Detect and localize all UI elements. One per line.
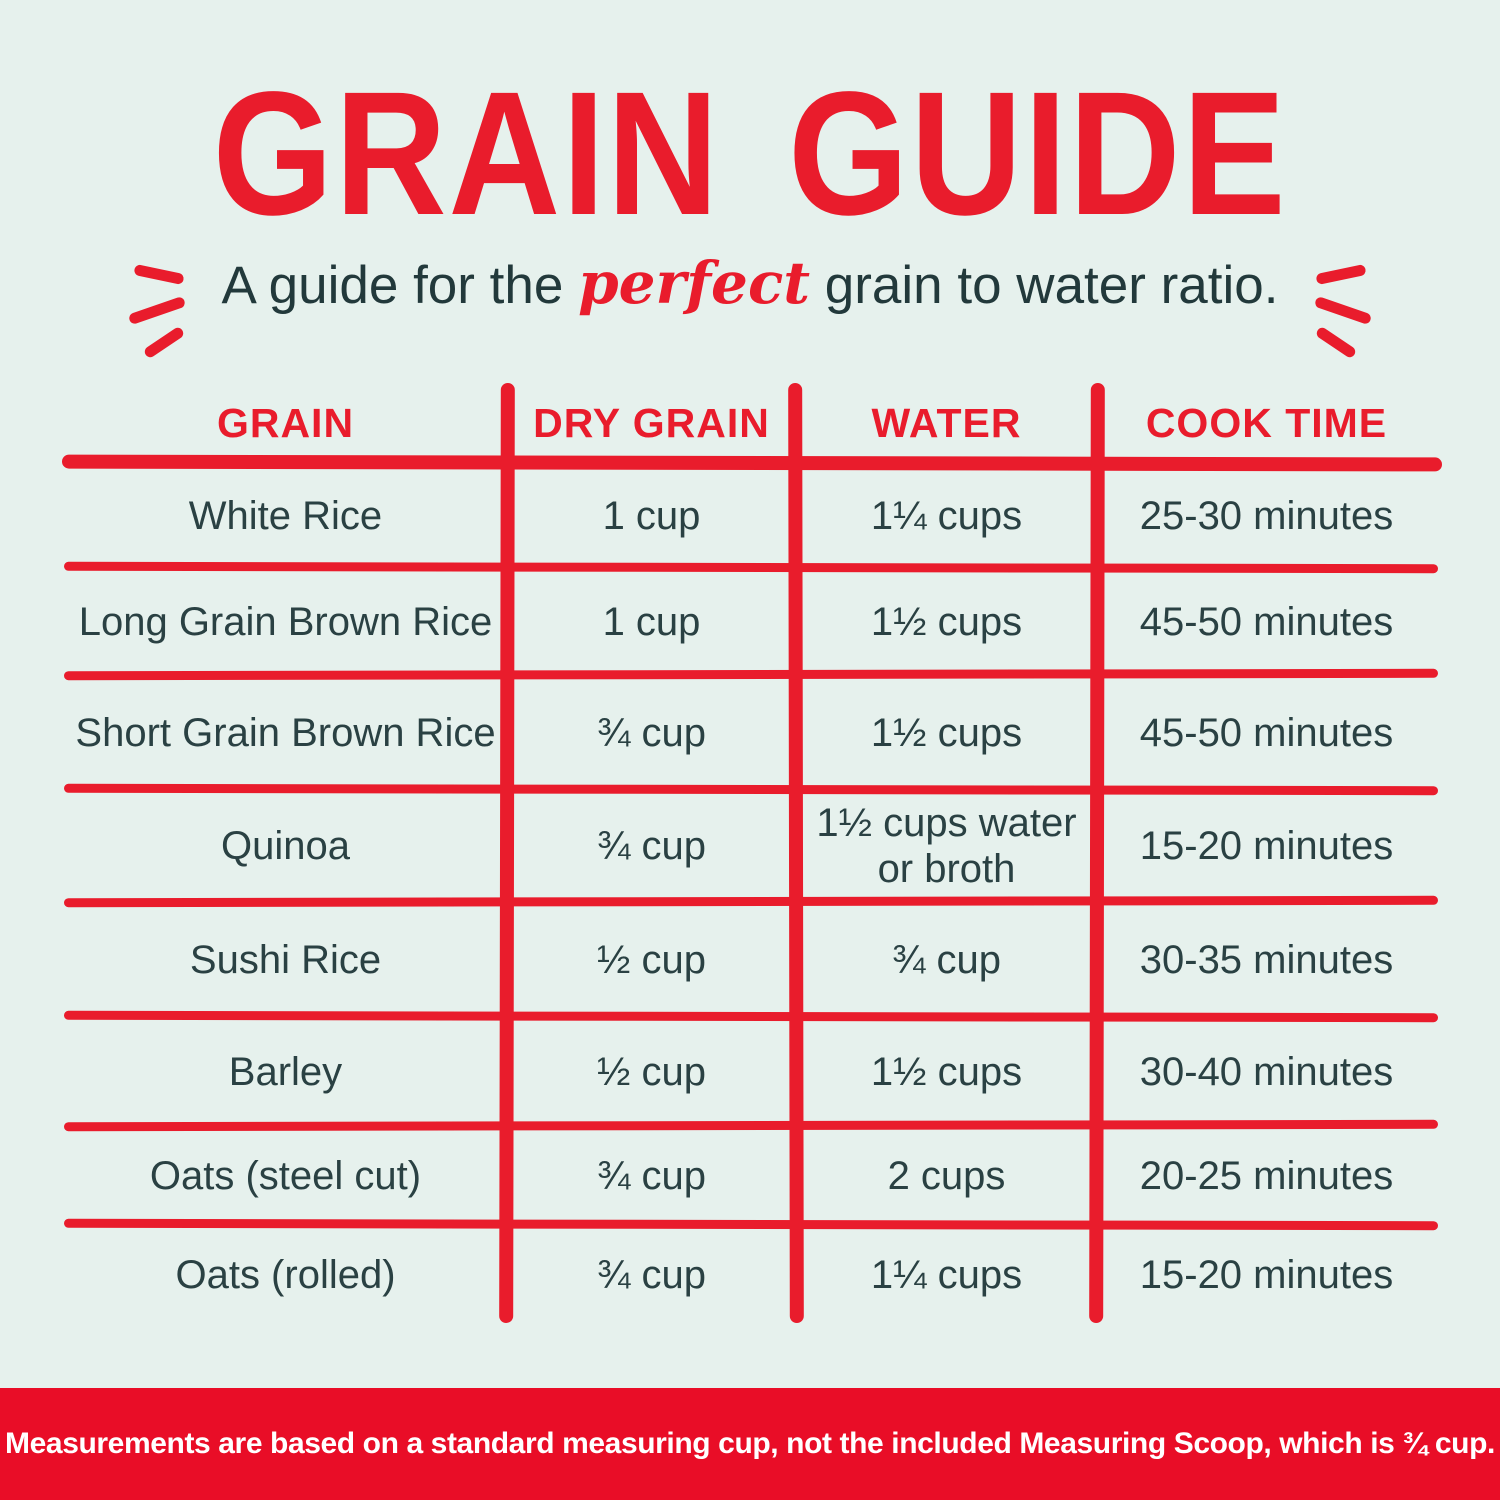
cell-dry-grain: ¾ cup: [597, 710, 706, 755]
cell-dry-grain: ¾ cup: [597, 824, 706, 868]
cell-grain: Long Grain Brown Rice: [78, 599, 493, 644]
table-row: Short Grain Brown Rice ¾ cup 1½ cups 45-…: [64, 675, 1436, 790]
cell-dry-grain: ½ cup: [597, 937, 706, 982]
cell-dry-grain: ¾ cup: [597, 1153, 706, 1198]
stroke: [1315, 263, 1368, 286]
cell-cook-time: 30-35 minutes: [1139, 937, 1394, 982]
table-row: Quinoa ¾ cup 1½ cups water or broth 15-2…: [64, 790, 1436, 902]
table-vertical-divider: [499, 382, 515, 1324]
stroke: [1315, 325, 1358, 360]
cell-grain: White Rice: [188, 493, 383, 538]
table-row: Oats (rolled) ¾ cup 1¼ cups 15-20 minute…: [64, 1225, 1436, 1325]
cell-cook-time: 45-50 minutes: [1139, 710, 1394, 755]
footer-bar: Measurements are based on a standard mea…: [0, 1388, 1500, 1500]
table-vertical-divider: [1089, 382, 1105, 1324]
cell-water: 1½ cups: [870, 710, 1023, 755]
page-title: GRAIN GUIDE: [212, 56, 1288, 252]
table-row: Long Grain Brown Rice 1 cup 1½ cups 45-5…: [64, 568, 1436, 675]
cell-grain: Quinoa: [221, 824, 350, 868]
subtitle-highlight: perfect: [578, 249, 811, 317]
column-header-grain: GRAIN: [216, 399, 355, 446]
table-row: Oats (steel cut) ¾ cup 2 cups 20-25 minu…: [64, 1126, 1436, 1225]
subtitle: A guide for the perfect grain to water r…: [222, 243, 1279, 326]
cell-water: ¾ cup: [892, 937, 1001, 982]
subtitle-row: A guide for the perfect grain to water r…: [0, 243, 1500, 360]
cell-cook-time: 25-30 minutes: [1139, 493, 1394, 538]
subtitle-prefix: A guide for the: [221, 256, 579, 315]
cell-grain: Sushi Rice: [189, 937, 382, 982]
cell-dry-grain: ½ cup: [597, 1049, 706, 1094]
table-row: Sushi Rice ½ cup ¾ cup 30-35 minutes: [64, 902, 1436, 1017]
stroke: [132, 263, 185, 286]
cell-cook-time: 45-50 minutes: [1139, 599, 1394, 644]
table-vertical-divider: [788, 382, 804, 1324]
column-header-cook-time: COOK TIME: [1145, 399, 1388, 446]
table-row: White Rice 1 cup 1¼ cups 25-30 minutes: [64, 463, 1436, 568]
cell-water: 1½ cups: [870, 599, 1023, 644]
cell-dry-grain: ¾ cup: [597, 1253, 706, 1297]
column-header-water: WATER: [871, 399, 1022, 446]
cell-cook-time: 15-20 minutes: [1139, 1253, 1394, 1297]
footer-note: Measurements are based on a standard mea…: [5, 1427, 1495, 1460]
column-header-dry-grain: DRY GRAIN: [533, 399, 770, 446]
cell-water: 1½ cups water or broth: [816, 801, 1077, 891]
cell-water: 1¼ cups: [870, 493, 1023, 538]
stroke: [1314, 295, 1373, 326]
cell-grain: Oats (rolled): [175, 1253, 396, 1297]
cell-water: 1½ cups: [870, 1049, 1023, 1094]
table-body: White Rice 1 cup 1¼ cups 25-30 minutes L…: [64, 463, 1436, 1325]
grain-table: GRAIN DRY GRAIN WATER COOK TIME White Ri…: [64, 382, 1436, 1325]
table-row: Barley ½ cup 1½ cups 30-40 minutes: [64, 1017, 1436, 1126]
cell-cook-time: 20-25 minutes: [1139, 1153, 1394, 1198]
cell-dry-grain: 1 cup: [602, 599, 701, 644]
cell-dry-grain: 1 cup: [602, 493, 701, 538]
cell-grain: Oats (steel cut): [149, 1153, 422, 1198]
subtitle-suffix: grain to water ratio.: [810, 256, 1279, 315]
stroke: [142, 325, 185, 360]
stroke: [127, 295, 186, 326]
cell-water: 2 cups: [887, 1153, 1006, 1198]
cell-water: 1¼ cups: [870, 1253, 1023, 1297]
cell-grain: Short Grain Brown Rice: [75, 710, 496, 755]
emphasis-strokes-right-icon: [1304, 251, 1374, 360]
cell-grain: Barley: [228, 1049, 343, 1094]
cell-cook-time: 15-20 minutes: [1139, 824, 1394, 868]
emphasis-strokes-left-icon: [126, 251, 196, 360]
table-header-row: GRAIN DRY GRAIN WATER COOK TIME: [64, 383, 1436, 463]
cell-cook-time: 30-40 minutes: [1139, 1049, 1394, 1094]
